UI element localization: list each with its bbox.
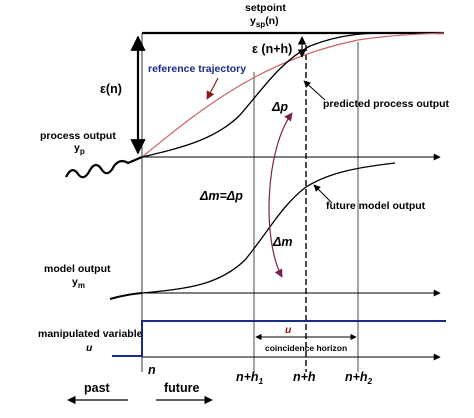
future-label: future: [164, 381, 199, 395]
predicted-output-pointer: [303, 80, 326, 101]
reference-trajectory-curve: [141, 32, 445, 158]
delta-m-label: Δm: [272, 235, 293, 249]
time-n-label: n: [148, 363, 156, 377]
setpoint-title: setpoint: [245, 2, 286, 14]
model-output-symbol: ym: [72, 276, 85, 290]
setpoint-symbol: ysp(n): [250, 15, 279, 29]
past-process-output-curve: [65, 155, 143, 179]
delta-transfer-arrow: [268, 112, 293, 278]
predicted-process-output-curve: [141, 32, 401, 158]
time-nh-label: n+h: [293, 370, 316, 384]
model-output-title: model output: [44, 263, 111, 275]
epsilon-n-label: ε(n): [100, 82, 122, 96]
reference-trajectory-pointer: [206, 77, 219, 100]
manipulated-variable-symbol: u: [86, 342, 93, 354]
future-model-output-pointer: [313, 184, 333, 204]
coincidence-horizon-label: coincidence horizon: [265, 343, 347, 353]
past-model-output-curve: [109, 292, 143, 300]
time-nh2-label: n+h2: [345, 370, 373, 386]
time-nh1-label: n+h1: [236, 370, 264, 386]
reference-trajectory-label: reference trajectory: [148, 63, 246, 75]
process-output-symbol: yp: [74, 142, 85, 156]
process-output-title: process output: [40, 130, 116, 142]
epsilon-nh-label: ε (n+h): [252, 42, 292, 56]
future-model-output-curve: [141, 162, 396, 294]
delta-m-eq-label: Δm=Δp: [199, 189, 243, 203]
manipulated-variable-step: [112, 320, 446, 357]
u-input-label: u: [285, 324, 292, 336]
future-model-output-label: future model output: [326, 200, 426, 212]
past-label: past: [84, 381, 111, 395]
predicted-process-output-label: predicted process output: [323, 98, 450, 110]
manipulated-variable-title: manipulated variable: [38, 328, 143, 340]
delta-p-label: Δp: [271, 100, 288, 114]
